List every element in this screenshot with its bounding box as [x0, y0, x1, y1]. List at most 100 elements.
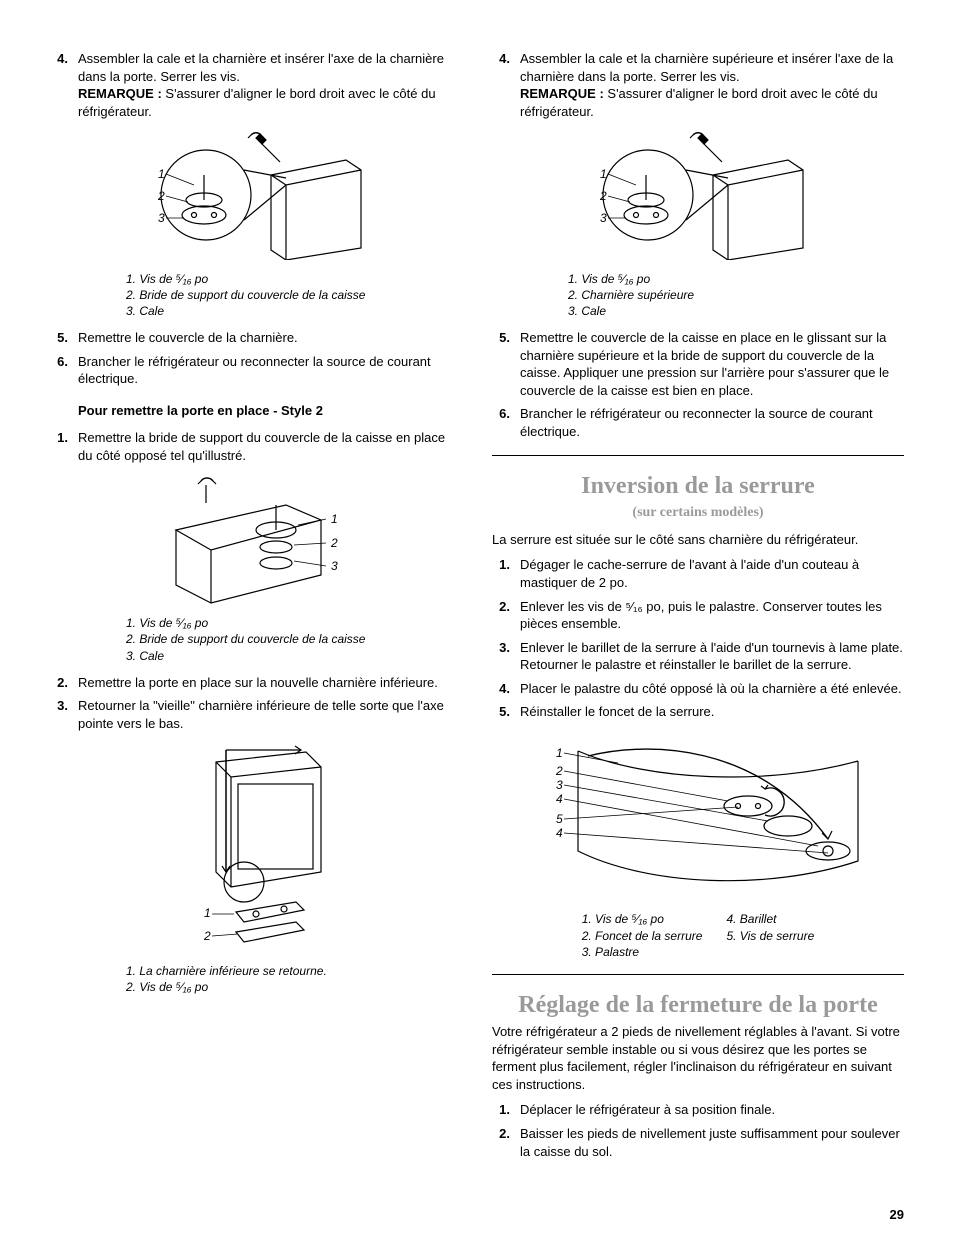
list-item: 5. Remettre le couvercle de la caisse en… [492, 329, 904, 399]
figure-caption: 1. La charnière inférieure se retourne. … [126, 963, 386, 995]
figure-lower-hinge: 1 2 [50, 742, 462, 957]
step-number: 4. [492, 680, 520, 698]
right-steps-part1: 4. Assembler la cale et la charnière sup… [492, 50, 904, 120]
step-text: Baisser les pieds de nivellement juste s… [520, 1125, 904, 1160]
svg-text:3: 3 [556, 778, 563, 792]
step-text: Retourner la "vieille" charnière inférie… [78, 697, 462, 732]
caption-line: 1. Vis de ⁵⁄₁₆ po [568, 271, 828, 287]
svg-text:3: 3 [600, 211, 607, 225]
left-steps-part2: 5. Remettre le couvercle de la charnière… [50, 329, 462, 388]
caption-line: 3. Cale [126, 648, 386, 664]
step-text: Assembler la cale et la charnière supéri… [520, 51, 893, 84]
caption-line: 5. Vis de serrure [726, 928, 814, 944]
svg-text:3: 3 [331, 559, 338, 573]
step-text: Enlever les vis de ⁵⁄₁₆ po, puis le pala… [520, 598, 904, 633]
step-text: Brancher le réfrigérateur ou reconnecter… [520, 405, 904, 440]
list-item: 1.Dégager le cache-serrure de l'avant à … [492, 556, 904, 591]
step-number: 2. [492, 1125, 520, 1160]
step-number: 5. [492, 329, 520, 399]
figure-caption-columns: 1. Vis de ⁵⁄₁₆ po 2. Foncet de la serrur… [492, 911, 904, 960]
figure-caption: 1. Vis de ⁵⁄₁₆ po 2. Bride de support du… [126, 271, 386, 320]
step-text: Déplacer le réfrigérateur à sa position … [520, 1101, 904, 1119]
separator [492, 974, 904, 975]
intro-text: La serrure est située sur le côté sans c… [492, 531, 904, 549]
two-column-layout: 4. Assembler la cale et la charnière et … [50, 50, 904, 1166]
remark-label: REMARQUE : [78, 86, 162, 101]
step-text: Dégager le cache-serrure de l'avant à l'… [520, 556, 904, 591]
left-column: 4. Assembler la cale et la charnière et … [50, 50, 462, 1166]
right-column: 4. Assembler la cale et la charnière sup… [492, 50, 904, 1166]
step-number: 4. [50, 50, 78, 120]
svg-text:1: 1 [600, 167, 607, 181]
caption-line: 2. Vis de ⁵⁄₁₆ po [126, 979, 386, 995]
list-item: 5. Remettre le couvercle de la charnière… [50, 329, 462, 347]
caption-line: 2. Bride de support du couvercle de la c… [126, 287, 386, 303]
inversion-steps: 1.Dégager le cache-serrure de l'avant à … [492, 556, 904, 720]
step-text: Remettre la bride de support du couvercl… [78, 429, 462, 464]
figure-hinge-top-left: 1 2 3 [50, 130, 462, 265]
step-text: Brancher le réfrigérateur ou reconnecter… [78, 353, 462, 388]
svg-text:3: 3 [158, 211, 165, 225]
step-text: Assembler la cale et la charnière et ins… [78, 51, 444, 84]
step-text: Remettre la porte en place sur la nouvel… [78, 674, 462, 692]
list-item: 6. Brancher le réfrigérateur ou reconnec… [492, 405, 904, 440]
figure-bracket: 1 2 3 [50, 475, 462, 610]
separator [492, 455, 904, 456]
step-number: 1. [492, 556, 520, 591]
step-number: 3. [50, 697, 78, 732]
caption-line: 2. Bride de support du couvercle de la c… [126, 631, 386, 647]
step-number: 2. [50, 674, 78, 692]
step-number: 4. [492, 50, 520, 120]
section-title-reglage: Réglage de la fermeture de la porte [492, 989, 904, 1021]
figure-lock: 1 2 3 4 5 4 [492, 731, 904, 906]
page-number: 29 [50, 1206, 904, 1224]
step-number: 5. [492, 703, 520, 721]
section-title-inversion: Inversion de la serrure [492, 470, 904, 502]
caption-line: 4. Barillet [726, 911, 814, 927]
step-text: Remettre le couvercle de la charnière. [78, 329, 462, 347]
svg-text:2: 2 [203, 929, 211, 943]
list-item: 3.Enlever le barillet de la serrure à l'… [492, 639, 904, 674]
list-item: 2. Remettre la porte en place sur la nou… [50, 674, 462, 692]
caption-line: 1. Vis de ⁵⁄₁₆ po [126, 615, 386, 631]
caption-col: 4. Barillet 5. Vis de serrure [726, 911, 814, 960]
list-item: 2.Baisser les pieds de nivellement juste… [492, 1125, 904, 1160]
reglage-steps: 1.Déplacer le réfrigérateur à sa positio… [492, 1101, 904, 1160]
caption-line: 2. Foncet de la serrure [582, 928, 703, 944]
step-number: 6. [50, 353, 78, 388]
figure-caption: 1. Vis de ⁵⁄₁₆ po 2. Bride de support du… [126, 615, 386, 664]
step-text: Réinstaller le foncet de la serrure. [520, 703, 904, 721]
caption-line: 2. Charnière supérieure [568, 287, 828, 303]
step-text: Placer le palastre du côté opposé là où … [520, 680, 904, 698]
list-item: 6. Brancher le réfrigérateur ou reconnec… [50, 353, 462, 388]
figure-caption: 1. Vis de ⁵⁄₁₆ po 2. Charnière supérieur… [568, 271, 828, 320]
step-number: 6. [492, 405, 520, 440]
svg-text:2: 2 [599, 189, 607, 203]
step-number: 1. [492, 1101, 520, 1119]
svg-text:2: 2 [157, 189, 165, 203]
list-item: 1. Remettre la bride de support du couve… [50, 429, 462, 464]
list-item: 4.Placer le palastre du côté opposé là o… [492, 680, 904, 698]
step-body: Assembler la cale et la charnière supéri… [520, 50, 904, 120]
svg-text:2: 2 [330, 536, 338, 550]
svg-text:4: 4 [556, 792, 563, 806]
step-number: 1. [50, 429, 78, 464]
caption-line: 1. Vis de ⁵⁄₁₆ po [126, 271, 386, 287]
svg-text:5: 5 [556, 812, 563, 826]
step-body: Assembler la cale et la charnière et ins… [78, 50, 462, 120]
left-style2-steps-b: 2. Remettre la porte en place sur la nou… [50, 674, 462, 733]
list-item: 4. Assembler la cale et la charnière sup… [492, 50, 904, 120]
svg-text:2: 2 [555, 764, 563, 778]
left-steps-part1: 4. Assembler la cale et la charnière et … [50, 50, 462, 120]
svg-text:1: 1 [158, 167, 165, 181]
caption-line: 3. Cale [126, 303, 386, 319]
list-item: 4. Assembler la cale et la charnière et … [50, 50, 462, 120]
figure-hinge-top-right: 1 2 3 [492, 130, 904, 265]
right-steps-part2: 5. Remettre le couvercle de la caisse en… [492, 329, 904, 440]
step-number: 5. [50, 329, 78, 347]
caption-line: 1. La charnière inférieure se retourne. [126, 963, 386, 979]
sub-heading: Pour remettre la porte en place - Style … [78, 402, 462, 420]
caption-line: 3. Palastre [582, 944, 703, 960]
left-style2-steps-a: 1. Remettre la bride de support du couve… [50, 429, 462, 464]
list-item: 5.Réinstaller le foncet de la serrure. [492, 703, 904, 721]
